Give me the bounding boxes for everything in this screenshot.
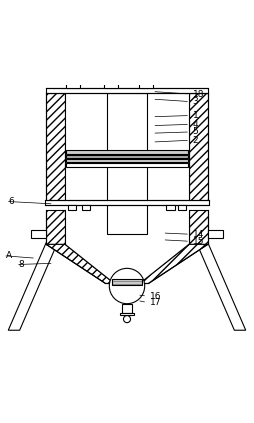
Text: 8: 8 bbox=[18, 260, 24, 269]
Bar bbox=[45, 200, 209, 205]
Circle shape bbox=[109, 268, 145, 304]
Text: 5: 5 bbox=[193, 127, 198, 137]
Polygon shape bbox=[46, 244, 114, 283]
Bar bbox=[120, 313, 134, 315]
Bar bbox=[208, 231, 223, 238]
Polygon shape bbox=[196, 242, 246, 330]
Bar bbox=[66, 150, 188, 154]
Bar bbox=[82, 205, 90, 210]
Text: 3: 3 bbox=[193, 97, 198, 106]
Bar bbox=[122, 304, 132, 313]
Text: 1: 1 bbox=[193, 111, 198, 120]
Bar bbox=[66, 77, 80, 88]
Bar bbox=[31, 231, 46, 238]
Bar bbox=[46, 80, 65, 93]
Text: 17: 17 bbox=[150, 298, 161, 307]
Bar bbox=[101, 75, 120, 77]
Circle shape bbox=[123, 316, 131, 323]
Bar bbox=[136, 75, 155, 77]
Polygon shape bbox=[8, 242, 58, 330]
Text: 15: 15 bbox=[193, 237, 204, 246]
Bar bbox=[66, 163, 188, 167]
Bar bbox=[104, 77, 118, 88]
Bar bbox=[189, 93, 208, 204]
Bar bbox=[65, 93, 189, 204]
Bar bbox=[139, 77, 153, 88]
Text: 2: 2 bbox=[193, 136, 198, 145]
Bar bbox=[189, 80, 208, 93]
Bar bbox=[46, 93, 65, 204]
Bar bbox=[68, 205, 76, 210]
Text: 18: 18 bbox=[193, 90, 204, 99]
Text: 14: 14 bbox=[193, 230, 204, 239]
Text: 6: 6 bbox=[8, 197, 14, 206]
Bar bbox=[66, 155, 188, 158]
Bar bbox=[66, 159, 188, 162]
Polygon shape bbox=[140, 244, 208, 283]
Bar bbox=[107, 93, 147, 234]
Bar bbox=[166, 205, 175, 210]
Text: 16: 16 bbox=[150, 291, 161, 301]
Bar bbox=[65, 210, 189, 244]
Bar bbox=[178, 205, 186, 210]
Bar bbox=[63, 75, 82, 77]
Bar bbox=[112, 279, 142, 285]
Text: A: A bbox=[6, 251, 12, 260]
Polygon shape bbox=[65, 244, 189, 283]
Text: 4: 4 bbox=[193, 120, 198, 129]
Bar bbox=[189, 210, 208, 244]
Bar bbox=[46, 210, 65, 244]
Bar bbox=[46, 88, 208, 93]
